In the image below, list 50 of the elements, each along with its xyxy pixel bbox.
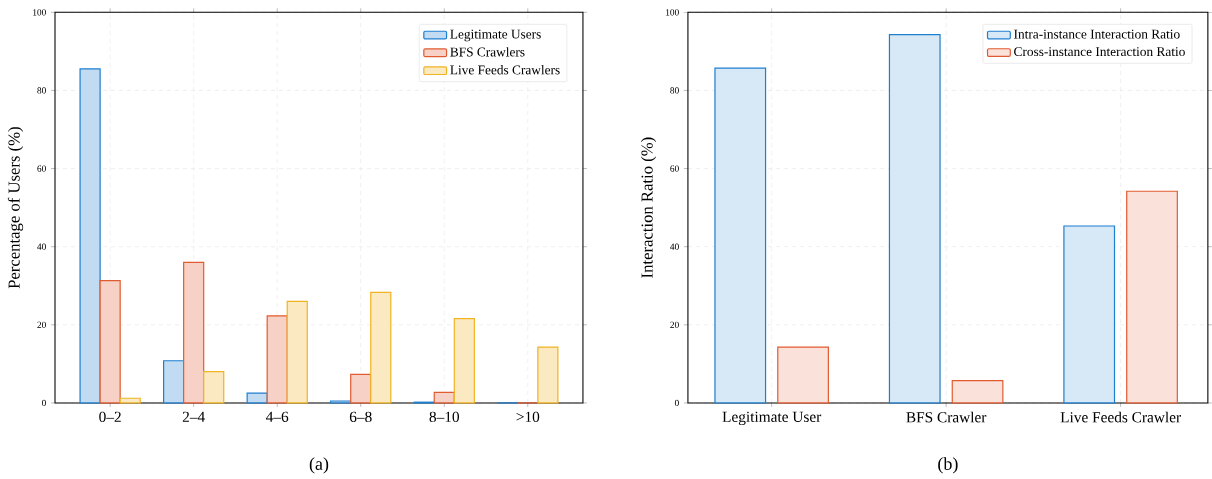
y-tick-label: 20 (37, 321, 46, 328)
bar (777, 346, 829, 404)
y-tick-label: 0 (674, 399, 679, 407)
bar (246, 392, 268, 404)
x-tick-label: 2–4 (182, 411, 205, 422)
y-tick-label: 100 (666, 9, 679, 16)
legend-label: Intra-instance Interaction Ratio (1014, 29, 1180, 39)
legend-label: Live Feeds Crawlers (450, 65, 560, 75)
text: (a) (309, 457, 329, 474)
y-axis-title: Percentage of Users (%) (7, 127, 24, 289)
bar (370, 291, 392, 404)
bar (350, 373, 372, 404)
y-tick-label: 40 (37, 243, 46, 250)
y-tick-label: 80 (37, 87, 46, 94)
bar (1126, 190, 1178, 404)
bar (714, 67, 767, 404)
y-tick-label: 20 (670, 321, 679, 328)
bar (119, 397, 141, 404)
x-tick-label: 6–8 (349, 411, 372, 423)
bar (1063, 225, 1116, 404)
bar (453, 318, 475, 404)
x-tick-label: 8–10 (429, 411, 460, 423)
bar (203, 371, 225, 404)
x-tick-label: 4–6 (266, 411, 289, 422)
bar (888, 34, 941, 404)
x-tick-label: >10 (516, 411, 540, 423)
x-tick-label: Legitimate User (722, 411, 822, 426)
text: (b) (938, 457, 958, 474)
y-tick-label: 60 (37, 165, 46, 172)
legend-label: BFS Crawlers (450, 47, 525, 57)
y-tick-label: 80 (670, 87, 679, 94)
y-tick-label: 40 (670, 243, 679, 250)
bar (99, 280, 121, 404)
bar (163, 360, 185, 404)
x-tick-label: BFS Crawler (906, 411, 987, 423)
bar (183, 261, 205, 404)
bar (266, 315, 288, 404)
legend-label: Legitimate Users (450, 29, 541, 42)
bar (433, 391, 455, 404)
y-tick-label: 100 (33, 9, 46, 16)
x-tick-label: 0–2 (99, 411, 121, 423)
x-tick-label: Live Feeds Crawler (1060, 411, 1181, 423)
y-axis-title: Interaction Ratio (%) (640, 137, 657, 278)
bar (286, 300, 308, 404)
bar (537, 346, 559, 404)
bar (79, 68, 101, 404)
legend-label: Cross-instance Interaction Ratio (1014, 47, 1185, 57)
y-tick-label: 60 (670, 165, 679, 172)
y-tick-label: 0 (41, 399, 46, 407)
bar (951, 380, 1004, 404)
